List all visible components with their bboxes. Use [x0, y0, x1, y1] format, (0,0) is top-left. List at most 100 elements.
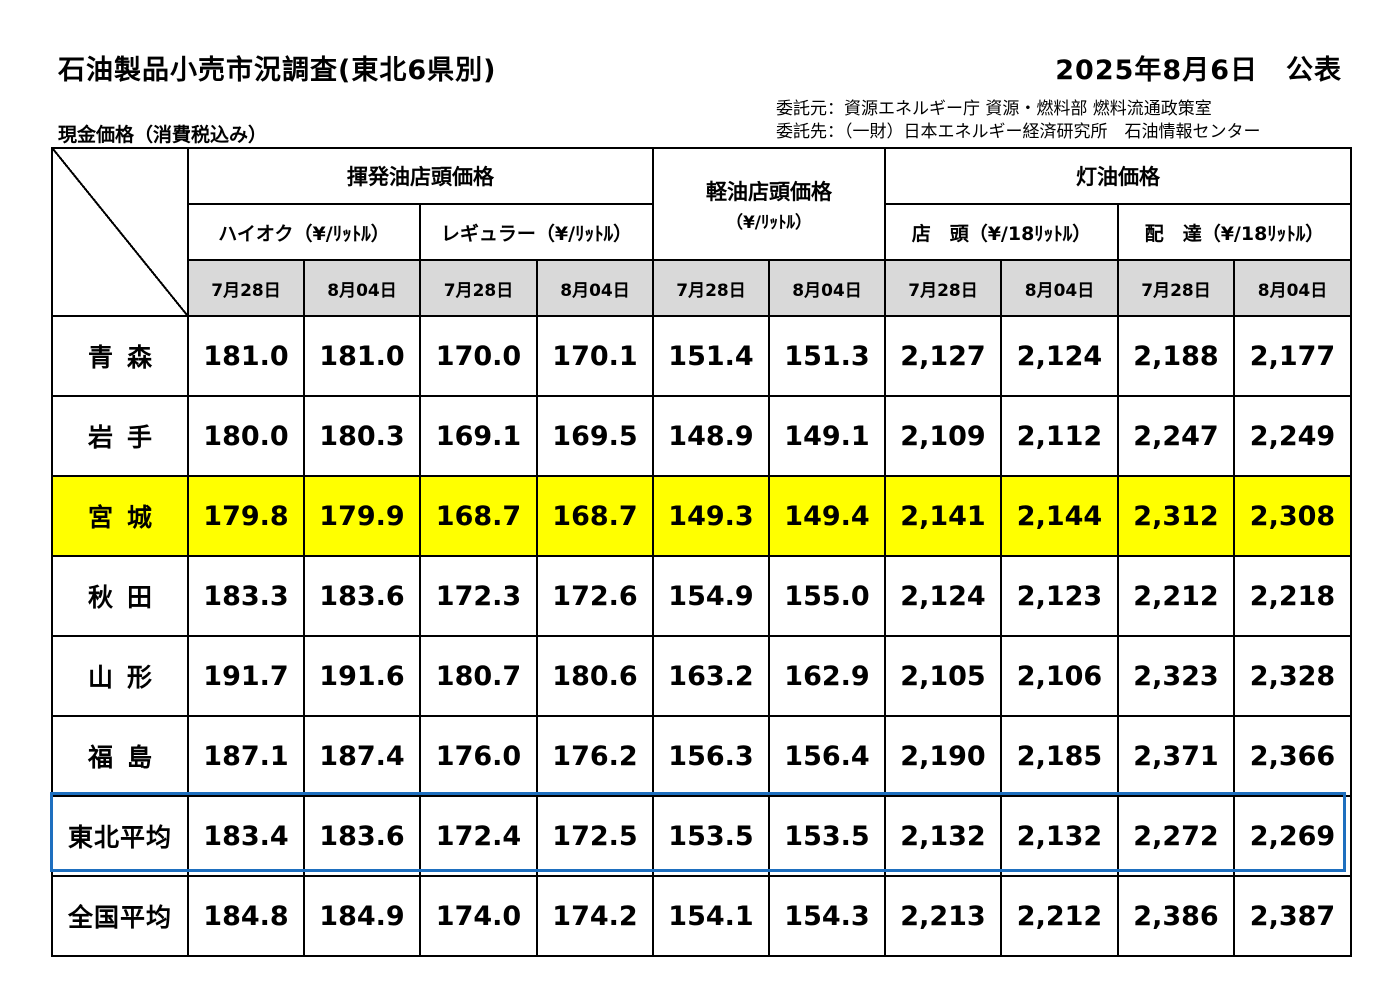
price-cell: 155.0	[768, 555, 886, 637]
price-cell: 2,212	[1117, 555, 1235, 637]
price-cell: 181.0	[187, 315, 305, 397]
price-cell: 169.5	[536, 395, 654, 477]
price-cell: 183.4	[187, 795, 305, 877]
price-cell: 172.4	[419, 795, 538, 877]
price-cell: 154.3	[768, 875, 886, 957]
price-cell: 156.4	[768, 715, 886, 797]
storefront-unit: （¥/18ﾘｯﾄﾙ）	[968, 222, 1092, 245]
table-row: 秋田 183.3 183.6 172.3 172.6 154.9 155.0 2,124 2,1…	[51, 555, 1352, 637]
price-cell: 187.1	[187, 715, 305, 797]
table-row: 宮城 179.8 179.9 168.7 168.7 149.3 149.4 2,141 2,1…	[51, 475, 1352, 557]
table-row: 山形 191.7 191.6 180.7 180.6 163.2 162.9 2,105 2,1…	[51, 635, 1352, 717]
price-cell: 180.3	[303, 395, 421, 477]
date-header: 7月28日	[187, 259, 305, 317]
price-cell: 2,132	[884, 795, 1002, 877]
publish-date: 2025年8月6日 公表	[1055, 55, 1342, 86]
kerosene-header: 灯油価格	[884, 147, 1352, 205]
price-cell: 183.6	[303, 555, 421, 637]
price-cell: 151.4	[652, 315, 770, 397]
storefront-label: 店 頭	[911, 222, 969, 245]
price-cell: 181.0	[303, 315, 421, 397]
price-cell: 187.4	[303, 715, 421, 797]
price-cell: 149.4	[768, 475, 886, 557]
price-cell: 2,188	[1117, 315, 1235, 397]
price-cell: 2,249	[1233, 395, 1352, 477]
price-cell: 2,371	[1117, 715, 1235, 797]
prefecture-name: 山形	[51, 635, 189, 717]
price-cell: 2,141	[884, 475, 1002, 557]
premium-label: ハイオク	[218, 222, 294, 245]
price-subtitle: 現金価格（消費税込み）	[58, 124, 268, 146]
price-cell: 2,387	[1233, 875, 1352, 957]
premium-unit: （¥/ﾘｯﾄﾙ）	[293, 222, 390, 245]
price-cell: 156.3	[652, 715, 770, 797]
regular-label: レギュラー	[440, 222, 536, 245]
date-header: 8月04日	[303, 259, 421, 317]
prefecture-name: 青森	[51, 315, 189, 397]
price-cell: 2,123	[1000, 555, 1119, 637]
table-row: 東北平均 183.4 183.6 172.4 172.5 153.5 153.5 2,132 2…	[51, 795, 1352, 877]
prefecture-name: 全国平均	[51, 875, 189, 957]
price-cell: 2,190	[884, 715, 1002, 797]
premium-header: ハイオク（¥/ﾘｯﾄﾙ）	[187, 203, 421, 261]
price-cell: 2,308	[1233, 475, 1352, 557]
gasoline-header: 揮発油店頭価格	[187, 147, 654, 205]
price-cell: 2,144	[1000, 475, 1119, 557]
date-header: 8月04日	[1233, 259, 1352, 317]
price-cell: 2,106	[1000, 635, 1119, 717]
prefecture-name: 岩手	[51, 395, 189, 477]
price-cell: 151.3	[768, 315, 886, 397]
price-cell: 170.1	[536, 315, 654, 397]
price-cell: 153.5	[652, 795, 770, 877]
diesel-header: 軽油店頭価格 （¥/ﾘｯﾄﾙ）	[652, 147, 886, 261]
price-cell: 162.9	[768, 635, 886, 717]
table-row: 全国平均 184.8 184.9 174.0 174.2 154.1 154.3 2,213 2…	[51, 875, 1352, 957]
table-row: 青森 181.0 181.0 170.0 170.1 151.4 151.3 2,127 2,1…	[51, 315, 1352, 397]
date-header: 7月28日	[419, 259, 538, 317]
price-cell: 154.1	[652, 875, 770, 957]
price-cell: 2,218	[1233, 555, 1352, 637]
price-cell: 179.8	[187, 475, 305, 557]
delivery-unit: （¥/18ﾘｯﾄﾙ）	[1201, 222, 1325, 245]
price-cell: 174.0	[419, 875, 538, 957]
diesel-unit: （¥/ﾘｯﾄﾙ）	[725, 212, 813, 233]
price-cell: 148.9	[652, 395, 770, 477]
price-cell: 2,366	[1233, 715, 1352, 797]
price-cell: 2,386	[1117, 875, 1235, 957]
price-cell: 2,177	[1233, 315, 1352, 397]
price-cell: 176.2	[536, 715, 654, 797]
price-cell: 2,247	[1117, 395, 1235, 477]
prefecture-name: 秋田	[51, 555, 189, 637]
price-cell: 184.9	[303, 875, 421, 957]
price-cell: 180.0	[187, 395, 305, 477]
corner-cell	[51, 147, 189, 317]
price-cell: 172.3	[419, 555, 538, 637]
header-row-2: ハイオク（¥/ﾘｯﾄﾙ） レギュラー（¥/ﾘｯﾄﾙ） 店 頭（¥/18ﾘｯﾄﾙ）…	[52, 203, 1352, 261]
price-cell: 154.9	[652, 555, 770, 637]
price-cell: 174.2	[536, 875, 654, 957]
price-cell: 2,328	[1233, 635, 1352, 717]
storefront-header: 店 頭（¥/18ﾘｯﾄﾙ）	[884, 203, 1119, 261]
price-cell: 183.6	[303, 795, 421, 877]
client-info: 委託元：資源エネルギー庁 資源・燃料部 燃料流通政策室 委託先：（一財）日本エネ…	[776, 98, 1261, 144]
date-header: 8月04日	[768, 259, 886, 317]
price-cell: 2,132	[1000, 795, 1119, 877]
price-cell: 184.8	[187, 875, 305, 957]
price-rows: 青森 181.0 181.0 170.0 170.1 151.4 151.3 2,127 2,1…	[51, 315, 1352, 957]
price-cell: 2,185	[1000, 715, 1119, 797]
delivery-label: 配 達	[1144, 222, 1202, 245]
price-table: 揮発油店頭価格 軽油店頭価格 （¥/ﾘｯﾄﾙ） 灯油価格 ハイオク（¥/ﾘｯﾄﾙ…	[51, 147, 1352, 957]
date-header: 7月28日	[1117, 259, 1235, 317]
price-cell: 172.6	[536, 555, 654, 637]
regular-unit: （¥/ﾘｯﾄﾙ）	[535, 222, 633, 245]
delivery-header: 配 達（¥/18ﾘｯﾄﾙ）	[1117, 203, 1352, 261]
price-cell: 2,269	[1233, 795, 1352, 877]
date-header: 7月28日	[652, 259, 770, 317]
price-cell: 2,213	[884, 875, 1002, 957]
prefecture-name: 宮城	[51, 475, 189, 557]
price-cell: 2,312	[1117, 475, 1235, 557]
price-cell: 183.3	[187, 555, 305, 637]
page-title: 石油製品小売市況調査(東北6県別)	[58, 55, 497, 86]
price-cell: 191.7	[187, 635, 305, 717]
price-cell: 149.3	[652, 475, 770, 557]
